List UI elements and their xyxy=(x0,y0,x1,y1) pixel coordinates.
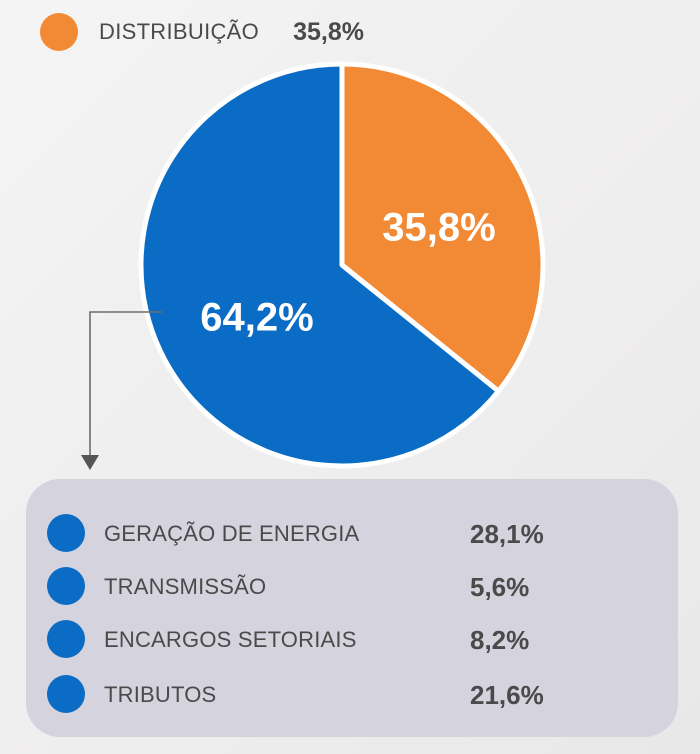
breakdown-dot xyxy=(47,620,85,658)
pie-slice-label: 35,8% xyxy=(382,206,495,250)
breakdown-dot xyxy=(47,567,85,605)
pie-chart: 35,8% 64,2% xyxy=(81,61,546,470)
legend-distribuicao: DISTRIBUIÇÃO 35,8% xyxy=(40,12,364,52)
pie-slice-label: 64,2% xyxy=(200,296,313,340)
breakdown-label: GERAÇÃO DE ENERGIA xyxy=(104,521,360,546)
breakdown-value: 28,1% xyxy=(470,519,544,549)
breakdown-row: ENCARGOS SETORIAIS 8,2% xyxy=(47,619,667,659)
connector-line xyxy=(89,311,162,455)
breakdown-value: 5,6% xyxy=(470,572,530,602)
breakdown-dot xyxy=(47,514,85,552)
breakdown-row: TRIBUTOS 21,6% xyxy=(47,674,667,714)
breakdown-row: GERAÇÃO DE ENERGIA 28,1% xyxy=(47,513,667,553)
legend-label: DISTRIBUIÇÃO xyxy=(99,19,260,44)
breakdown-value: 21,6% xyxy=(470,680,544,710)
breakdown-dot xyxy=(47,675,85,713)
breakdown-label: TRIBUTOS xyxy=(104,682,217,707)
breakdown-connector xyxy=(81,311,162,470)
pie-slices xyxy=(138,61,546,469)
legend-orange-dot xyxy=(40,13,78,51)
pie-labels: 35,8% 64,2% xyxy=(200,206,495,340)
legend-value: 35,8% xyxy=(293,17,364,46)
breakdown-label: ENCARGOS SETORIAIS xyxy=(104,627,357,652)
breakdown-value: 8,2% xyxy=(470,625,530,655)
breakdown-label: TRANSMISSÃO xyxy=(104,574,267,599)
pie-slice xyxy=(339,61,546,394)
connector-arrowhead xyxy=(81,455,99,470)
breakdown-panel: GERAÇÃO DE ENERGIA 28,1% TRANSMISSÃO 5,6… xyxy=(26,479,678,737)
pie-slice xyxy=(138,61,501,469)
breakdown-row: TRANSMISSÃO 5,6% xyxy=(47,566,667,606)
